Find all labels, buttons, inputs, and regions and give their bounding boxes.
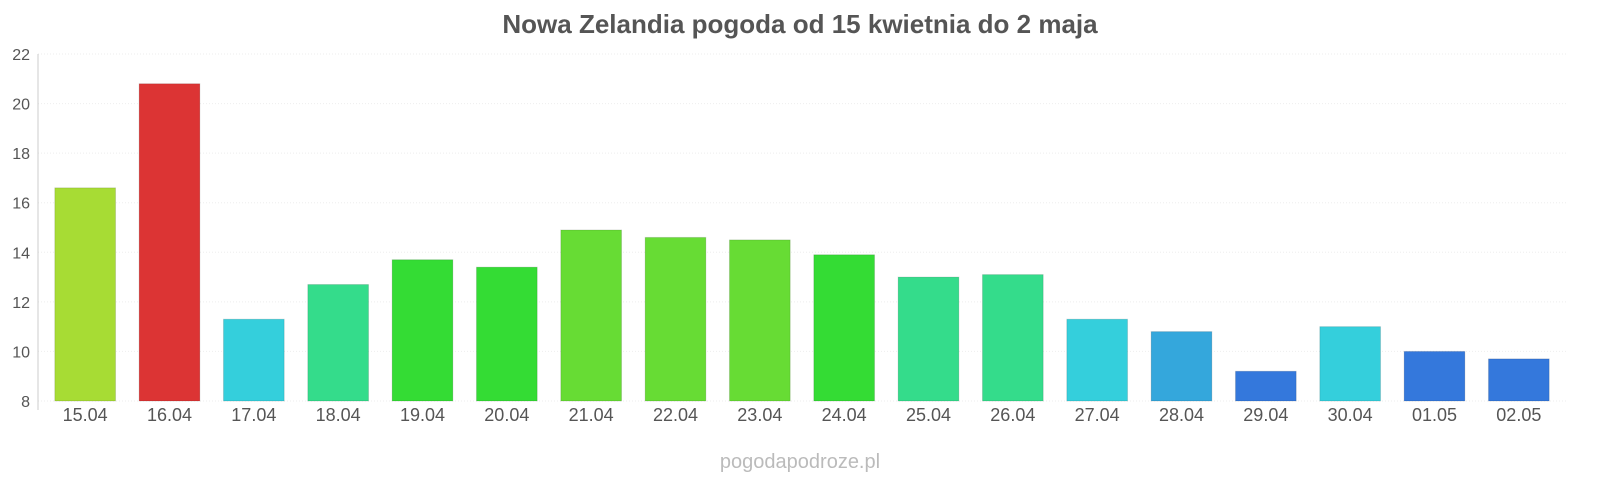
bar-23.04 <box>728 239 791 402</box>
x-tick-label: 29.04 <box>1243 405 1288 425</box>
bar-30.04 <box>1319 326 1382 402</box>
bar-26.04 <box>981 274 1044 402</box>
y-tick-label: 12 <box>12 295 30 312</box>
x-tick-label: 28.04 <box>1159 405 1204 425</box>
y-tick-label: 20 <box>12 97 30 114</box>
x-tick-label: 15.04 <box>63 405 108 425</box>
bar-21.04 <box>560 229 623 402</box>
y-tick-label: 10 <box>12 344 30 361</box>
x-tick-label: 25.04 <box>906 405 951 425</box>
bar-29.04 <box>1234 370 1297 402</box>
y-tick-label: 18 <box>12 146 30 163</box>
bar-18.04 <box>307 284 370 402</box>
bar-28.04 <box>1150 331 1213 402</box>
bar-24.04 <box>813 254 876 402</box>
y-tick-label: 14 <box>12 245 30 262</box>
bar-01.05 <box>1403 350 1466 402</box>
x-tick-label: 02.05 <box>1496 405 1541 425</box>
bar-20.04 <box>475 266 538 402</box>
y-tick-label: 8 <box>21 394 30 411</box>
x-tick-label: 20.04 <box>484 405 529 425</box>
bar-22.04 <box>644 236 707 402</box>
x-axis-ticks: 15.04 16.04 17.04 18.04 19.04 20.04 21.04 22.04… <box>63 405 1542 425</box>
x-tick-label: 27.04 <box>1075 405 1120 425</box>
bar-17.04 <box>222 318 285 402</box>
bar-02.05 <box>1487 358 1550 402</box>
watermark: pogodapodroze.pl <box>720 451 880 473</box>
y-tick-label: 22 <box>12 47 30 64</box>
x-tick-label: 01.05 <box>1412 405 1457 425</box>
x-tick-label: 18.04 <box>316 405 361 425</box>
y-tick-label: 16 <box>12 196 30 213</box>
bar-25.04 <box>897 276 960 402</box>
chart-title: Nowa Zelandia pogoda od 15 kwietnia do 2… <box>502 9 1098 39</box>
x-tick-label: 26.04 <box>990 405 1035 425</box>
bar-15.04 <box>54 187 117 402</box>
x-tick-label: 21.04 <box>569 405 614 425</box>
bar-16.04 <box>138 83 201 402</box>
x-tick-label: 16.04 <box>147 405 192 425</box>
x-tick-label: 22.04 <box>653 405 698 425</box>
x-tick-label: 23.04 <box>737 405 782 425</box>
y-axis-ticks: 8 10 12 14 16 18 20 22 <box>12 47 30 411</box>
bars <box>54 83 1550 402</box>
x-tick-label: 30.04 <box>1328 405 1373 425</box>
bar-19.04 <box>391 259 454 402</box>
x-tick-label: 24.04 <box>822 405 867 425</box>
x-tick-label: 19.04 <box>400 405 445 425</box>
x-tick-label: 17.04 <box>231 405 276 425</box>
bar-27.04 <box>1066 318 1129 402</box>
